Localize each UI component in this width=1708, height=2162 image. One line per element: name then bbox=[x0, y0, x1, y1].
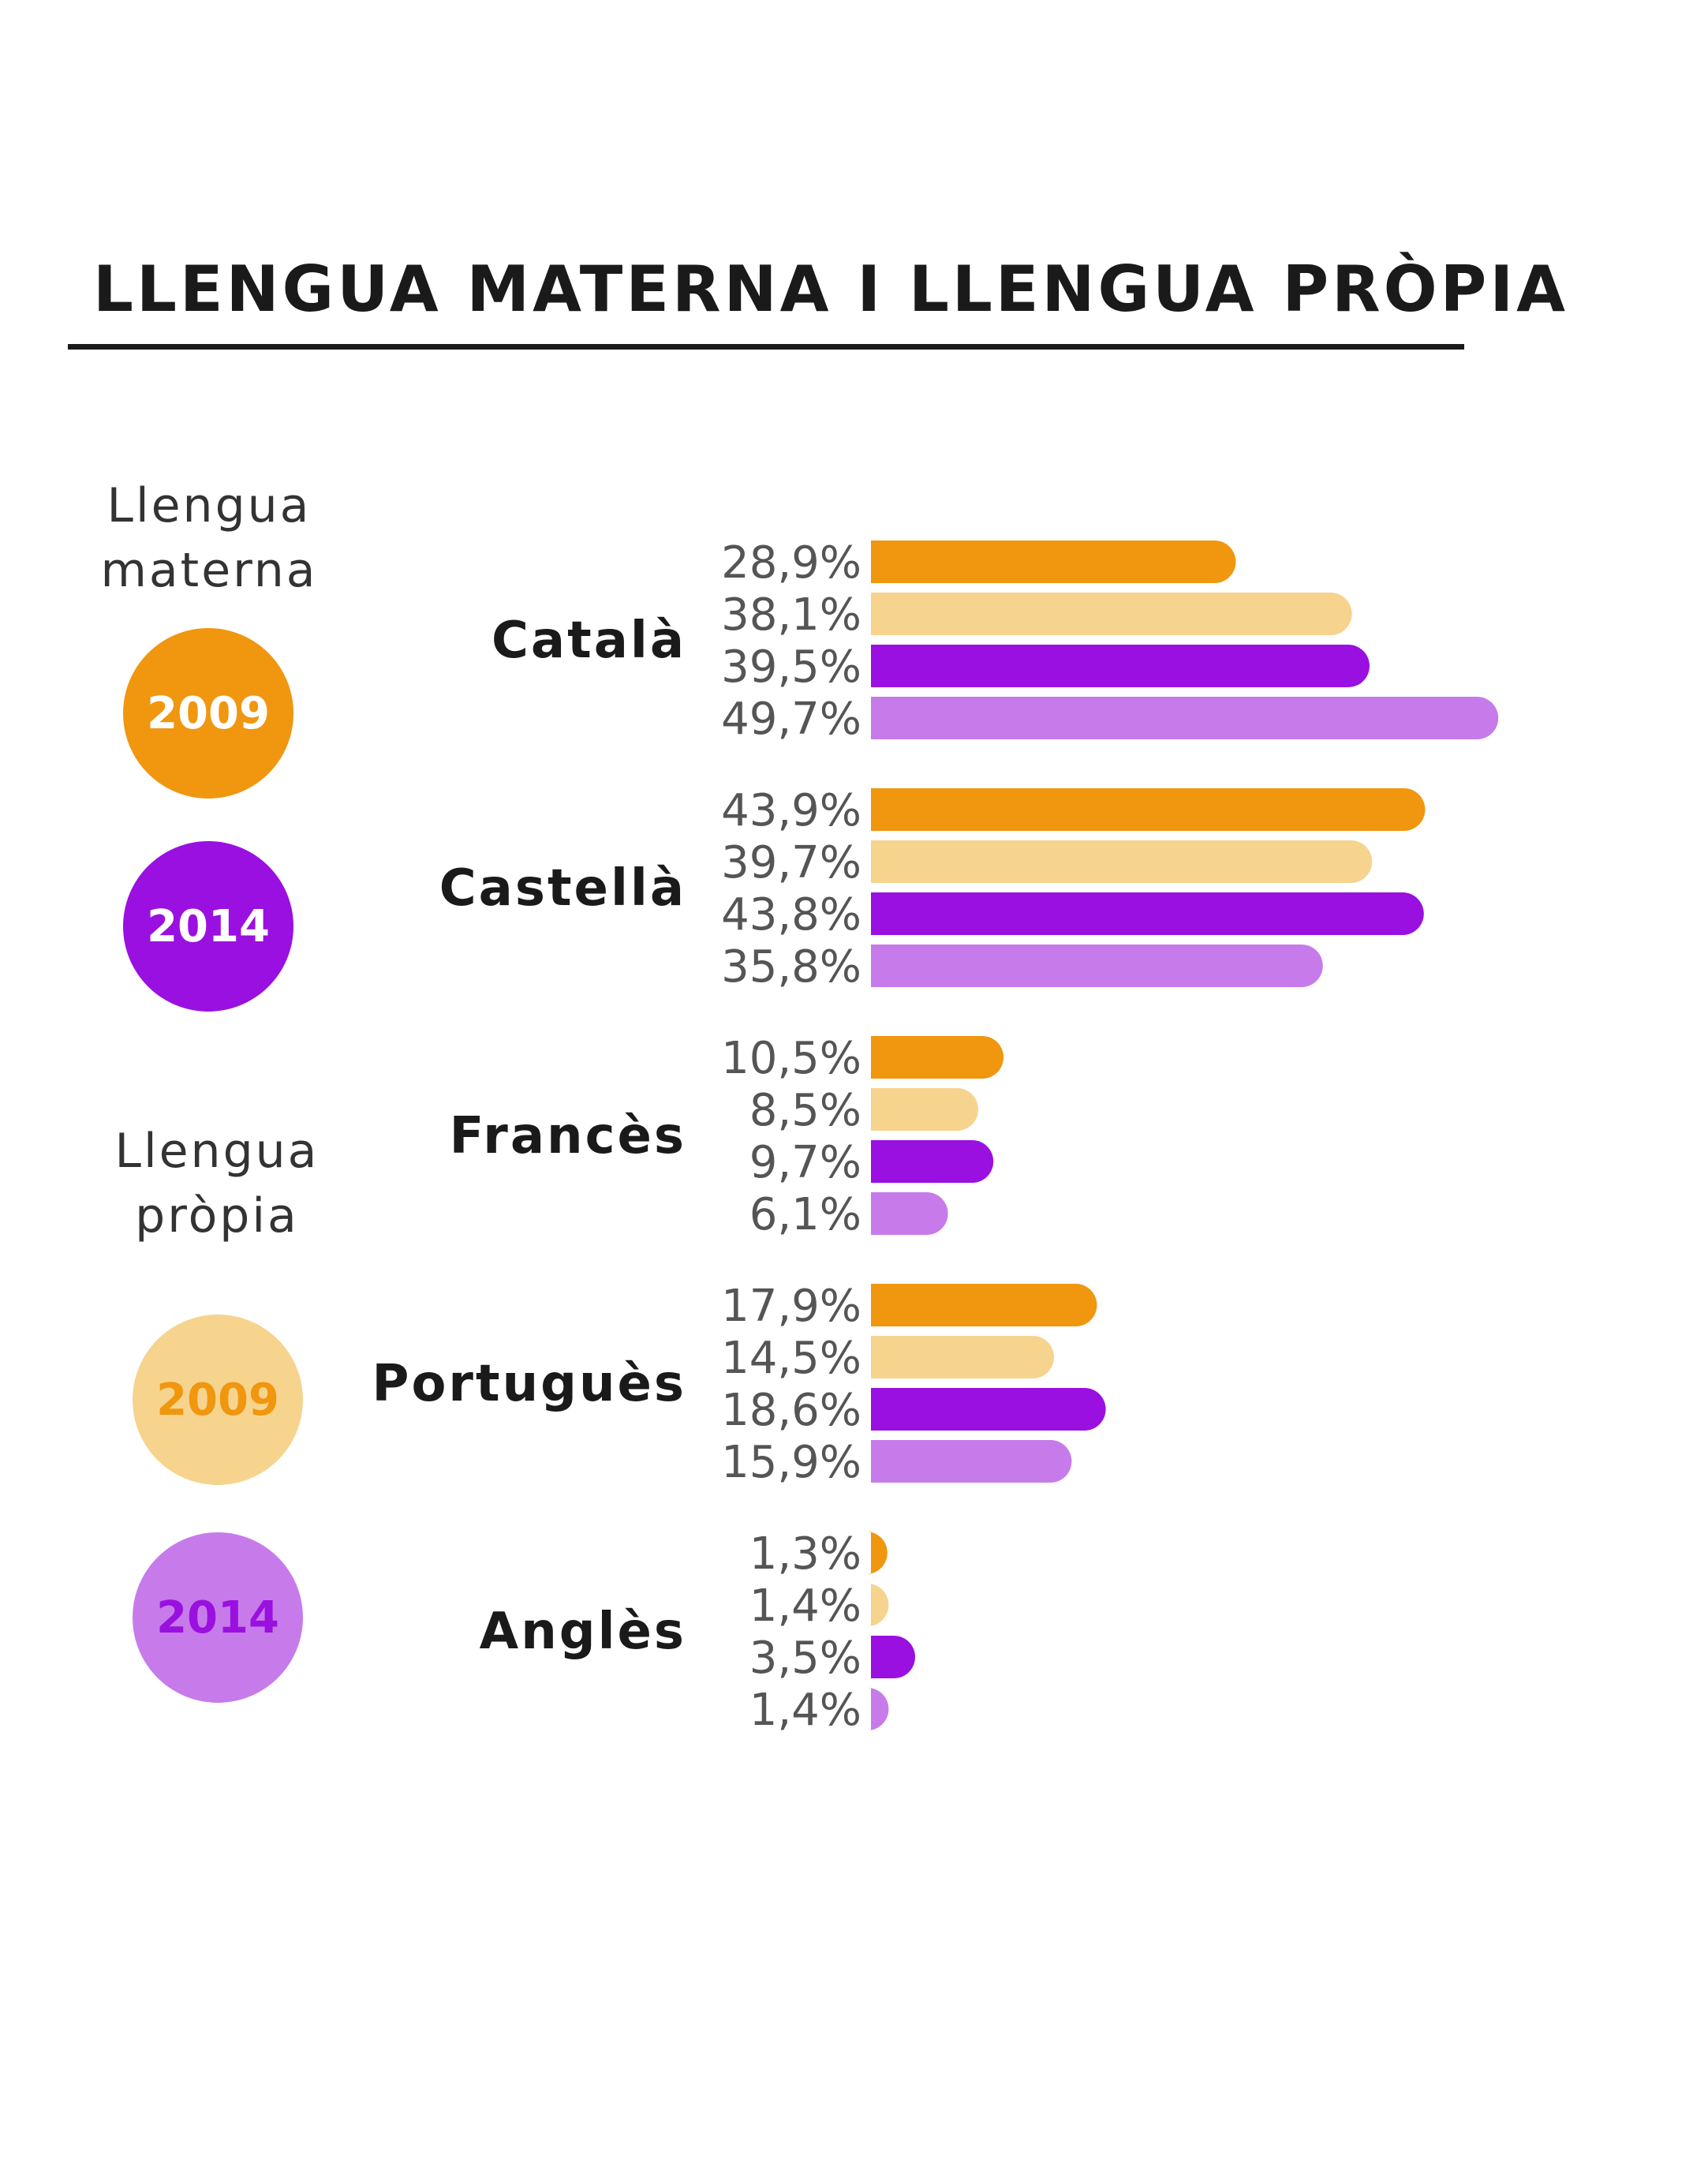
value-label-2-1: 43,9% bbox=[721, 785, 861, 836]
category-label-4: Portuguès bbox=[372, 1355, 686, 1413]
bar-5-3 bbox=[871, 1636, 915, 1678]
value-label-5-3: 3,5% bbox=[749, 1633, 861, 1684]
bar-2-4 bbox=[871, 944, 1323, 987]
value-label-2-3: 43,8% bbox=[721, 889, 861, 941]
legend-dot-propia-2014: 2014 bbox=[133, 1532, 303, 1703]
category-label-1: Català bbox=[491, 612, 686, 670]
value-label-2-2: 39,7% bbox=[721, 837, 861, 888]
value-label-4-2: 14,5% bbox=[721, 1333, 861, 1384]
bar-1-1 bbox=[871, 540, 1236, 583]
value-label-1-1: 28,9% bbox=[721, 537, 861, 589]
value-label-5-2: 1,4% bbox=[749, 1580, 861, 1632]
value-label-1-2: 38,1% bbox=[721, 589, 861, 641]
bar-4-1 bbox=[871, 1284, 1097, 1326]
bar-4-2 bbox=[871, 1336, 1054, 1378]
chart-title: LLENGUA MATERNA I LLENGUA PRÒPIA bbox=[93, 252, 1568, 326]
legend-heading-materna: Llengua materna bbox=[43, 473, 375, 603]
bar-1-2 bbox=[871, 593, 1352, 635]
value-label-4-3: 18,6% bbox=[721, 1385, 861, 1436]
category-label-5: Anglès bbox=[480, 1603, 686, 1661]
value-label-5-4: 1,4% bbox=[749, 1685, 861, 1736]
value-label-2-4: 35,8% bbox=[721, 941, 861, 993]
bar-3-3 bbox=[871, 1140, 994, 1183]
legend-heading-propia-line2: pròpia bbox=[135, 1188, 299, 1244]
value-label-5-1: 1,3% bbox=[749, 1528, 861, 1580]
bar-3-4 bbox=[871, 1192, 948, 1235]
legend-dot-materna-2014: 2014 bbox=[123, 841, 293, 1012]
category-label-2: Castellà bbox=[439, 859, 686, 918]
legend-heading-materna-line2: materna bbox=[100, 543, 318, 598]
bar-3-1 bbox=[871, 1036, 1003, 1079]
value-label-4-1: 17,9% bbox=[721, 1281, 861, 1332]
bar-4-3 bbox=[871, 1388, 1106, 1431]
bar-5-2 bbox=[867, 1584, 889, 1626]
bar-2-3 bbox=[871, 892, 1424, 935]
bar-1-4 bbox=[871, 697, 1499, 739]
legend-dot-materna-2009: 2009 bbox=[123, 628, 293, 799]
value-label-3-3: 9,7% bbox=[749, 1137, 861, 1188]
bar-1-3 bbox=[871, 645, 1370, 687]
bar-2-1 bbox=[871, 788, 1426, 831]
value-label-4-4: 15,9% bbox=[721, 1437, 861, 1488]
legend-heading-propia: Llengua pròpia bbox=[51, 1119, 383, 1248]
legend-heading-propia-line1: Llengua bbox=[114, 1124, 320, 1179]
value-label-3-1: 10,5% bbox=[721, 1033, 861, 1084]
bar-2-2 bbox=[871, 840, 1373, 883]
value-label-1-3: 39,5% bbox=[721, 641, 861, 693]
bar-5-4 bbox=[867, 1688, 889, 1730]
value-label-3-4: 6,1% bbox=[749, 1189, 861, 1240]
value-label-1-4: 49,7% bbox=[721, 694, 861, 745]
title-underline bbox=[68, 344, 1464, 350]
category-label-3: Francès bbox=[450, 1107, 686, 1165]
legend-heading-materna-line1: Llengua bbox=[107, 478, 312, 533]
value-label-3-2: 8,5% bbox=[749, 1085, 861, 1136]
bar-3-2 bbox=[871, 1088, 978, 1131]
bar-4-4 bbox=[871, 1440, 1072, 1483]
legend-dot-propia-2009: 2009 bbox=[133, 1315, 303, 1485]
bar-5-1 bbox=[865, 1532, 888, 1574]
